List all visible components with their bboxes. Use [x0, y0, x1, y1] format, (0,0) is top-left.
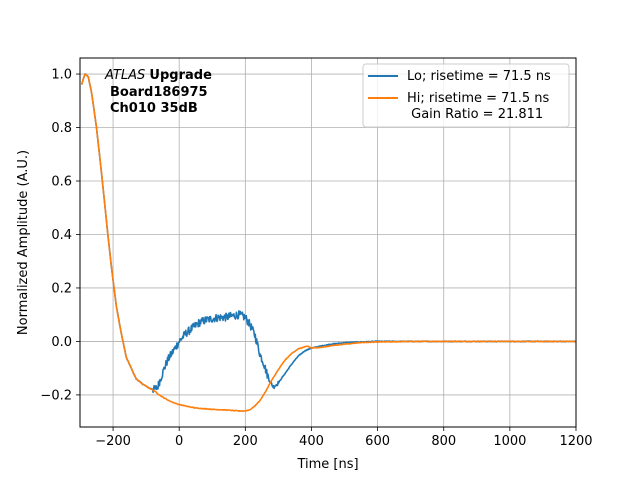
x-tick-label: 200 — [233, 434, 258, 449]
y-tick-label: 0.6 — [51, 175, 72, 190]
plot-frame — [79, 57, 577, 428]
legend-box — [362, 63, 570, 128]
svg-text:ATLAS Upgrade: ATLAS Upgrade — [104, 68, 212, 83]
annotation-line1: Upgrade — [149, 68, 212, 83]
y-tick-label: 0.0 — [51, 335, 72, 350]
x-tick-label: 1200 — [559, 434, 592, 449]
annotation-line3: Ch010 35dB — [110, 101, 198, 116]
y-tick-label: −0.2 — [40, 388, 72, 403]
legend-label-hi: Hi; risetime = 71.5 ns Gain Ratio = 21.8… — [407, 91, 553, 122]
y-tick-label: 0.4 — [51, 228, 72, 243]
annotation-experiment: ATLAS — [104, 68, 145, 83]
x-tick-label: −200 — [95, 434, 131, 449]
legend-label-lo: Lo; risetime = 71.5 ns — [407, 69, 551, 84]
legend-label-hi-line2: Gain Ratio = 21.811 — [407, 107, 543, 122]
legend: Lo; risetime = 71.5 ns Hi; risetime = 71… — [362, 63, 570, 128]
x-tick-label: 400 — [299, 434, 324, 449]
y-axis-label: Normalized Amplitude (A.U.) — [16, 150, 31, 335]
x-axis-label: Time [ns] — [296, 457, 358, 472]
atlas-annotation: ATLAS Upgrade Board186975 Ch010 35dB — [104, 68, 212, 116]
annotation-line2: Board186975 — [110, 85, 208, 100]
x-tick-label: 0 — [175, 434, 183, 449]
plot-lines — [80, 73, 577, 413]
x-tick-label: 1000 — [493, 434, 526, 449]
legend-label-hi-line1: Hi; risetime = 71.5 ns — [407, 91, 549, 106]
y-tick-label: 0.2 — [51, 281, 72, 296]
y-tick-label: 1.0 — [51, 68, 72, 83]
axis-ticks: −200 0 200 400 600 800 1000 1200 −0.2 0.0 0.2 0.4 0.… — [40, 68, 592, 449]
y-tick-label: 0.8 — [51, 121, 72, 136]
x-tick-label: 800 — [431, 434, 456, 449]
series-line-hi — [80, 73, 577, 413]
x-tick-label: 600 — [365, 434, 390, 449]
